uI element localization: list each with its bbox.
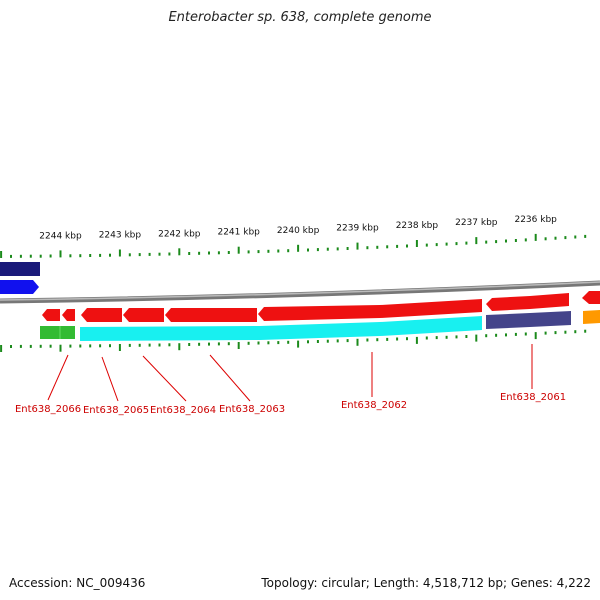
gene-features — [0, 262, 600, 341]
leader-line — [47, 354, 69, 401]
gene-feature-ent638-2064[interactable] — [123, 308, 164, 322]
gene-label-leaders — [47, 344, 533, 402]
gene-feature-ent638-2066a[interactable] — [42, 309, 60, 321]
gene-feature[interactable] — [582, 291, 600, 304]
gene-label-ent638-2064[interactable]: Ent638_2064 — [150, 405, 216, 416]
gene-label-ent638-2065[interactable]: Ent638_2065 — [83, 405, 149, 416]
gene-label-ent638-2062[interactable]: Ent638_2062 — [341, 400, 407, 411]
scale-label: 2238 kbp — [396, 221, 439, 231]
scale-label: 2243 kbp — [99, 231, 142, 241]
gene-feature-ent638-2061[interactable] — [486, 293, 569, 311]
scale-label: 2240 kbp — [277, 226, 320, 236]
gene-label-ent638-2066[interactable]: Ent638_2066 — [15, 404, 81, 415]
leader-line — [209, 354, 251, 402]
scale-label: 2242 kbp — [158, 229, 201, 239]
gene-labels: Ent638_2066 Ent638_2065 Ent638_2064 Ent6… — [15, 392, 566, 416]
gene-feature[interactable] — [0, 262, 40, 276]
leader-line — [142, 355, 187, 402]
gene-feature-ent638-2065[interactable] — [81, 308, 122, 322]
accession-label: Accession: NC_009436 — [9, 576, 146, 590]
gene-label-ent638-2061[interactable]: Ent638_2061 — [500, 392, 566, 403]
scale-label: 2237 kbp — [455, 218, 498, 228]
map-title: Enterobacter sp. 638, complete genome — [168, 10, 432, 25]
genome-backbone — [0, 280, 600, 304]
genome-backbone-highlight — [0, 281, 600, 301]
scale-label: 2239 kbp — [336, 224, 379, 234]
scale-label: 2241 kbp — [217, 228, 260, 238]
gene-feature-green[interactable] — [40, 326, 75, 339]
scale-label: 2236 kbp — [514, 215, 557, 225]
gene-feature-ent638-2063[interactable] — [165, 308, 257, 322]
topology-label: Topology: circular; Length: 4,518,712 bp… — [261, 576, 591, 590]
leader-line — [101, 356, 119, 402]
gene-feature-ent638-2062[interactable] — [258, 299, 482, 321]
gene-feature-orange[interactable] — [583, 310, 600, 324]
scale-ticks-bottom — [0, 329, 587, 352]
scale-labels: 2244 kbp 2243 kbp 2242 kbp 2241 kbp 2240 kbp… — [39, 215, 557, 242]
scale-ticks-top — [0, 233, 587, 258]
gene-label-ent638-2063[interactable]: Ent638_2063 — [219, 404, 285, 415]
gene-feature[interactable] — [0, 280, 39, 294]
gene-feature-purple[interactable] — [486, 311, 571, 329]
gene-feature-ent638-2066b[interactable] — [62, 309, 75, 321]
scale-label: 2244 kbp — [39, 231, 82, 241]
gene-feature-cyan[interactable] — [80, 316, 482, 341]
